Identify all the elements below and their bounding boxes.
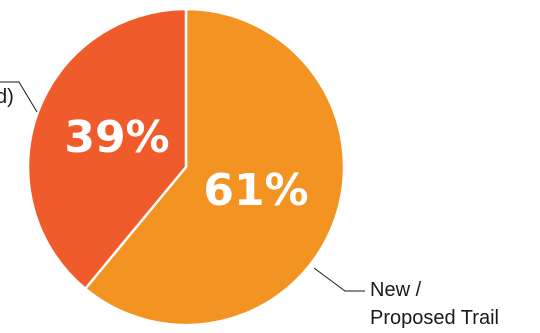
callout-label-proposed-line1: New / [370,279,422,301]
pie-slices [26,7,346,327]
leader-line-existing [0,81,38,113]
callout-label-existing: d) [0,86,14,108]
pie-slice-existing [26,7,188,290]
pie-slice-proposed [84,7,346,327]
callout-label-proposed-line2: Proposed Trail [370,307,499,329]
slice-value-label-existing: 39% [64,112,169,163]
leader-line-proposed [313,267,365,292]
slice-value-label-proposed: 61% [203,165,308,216]
